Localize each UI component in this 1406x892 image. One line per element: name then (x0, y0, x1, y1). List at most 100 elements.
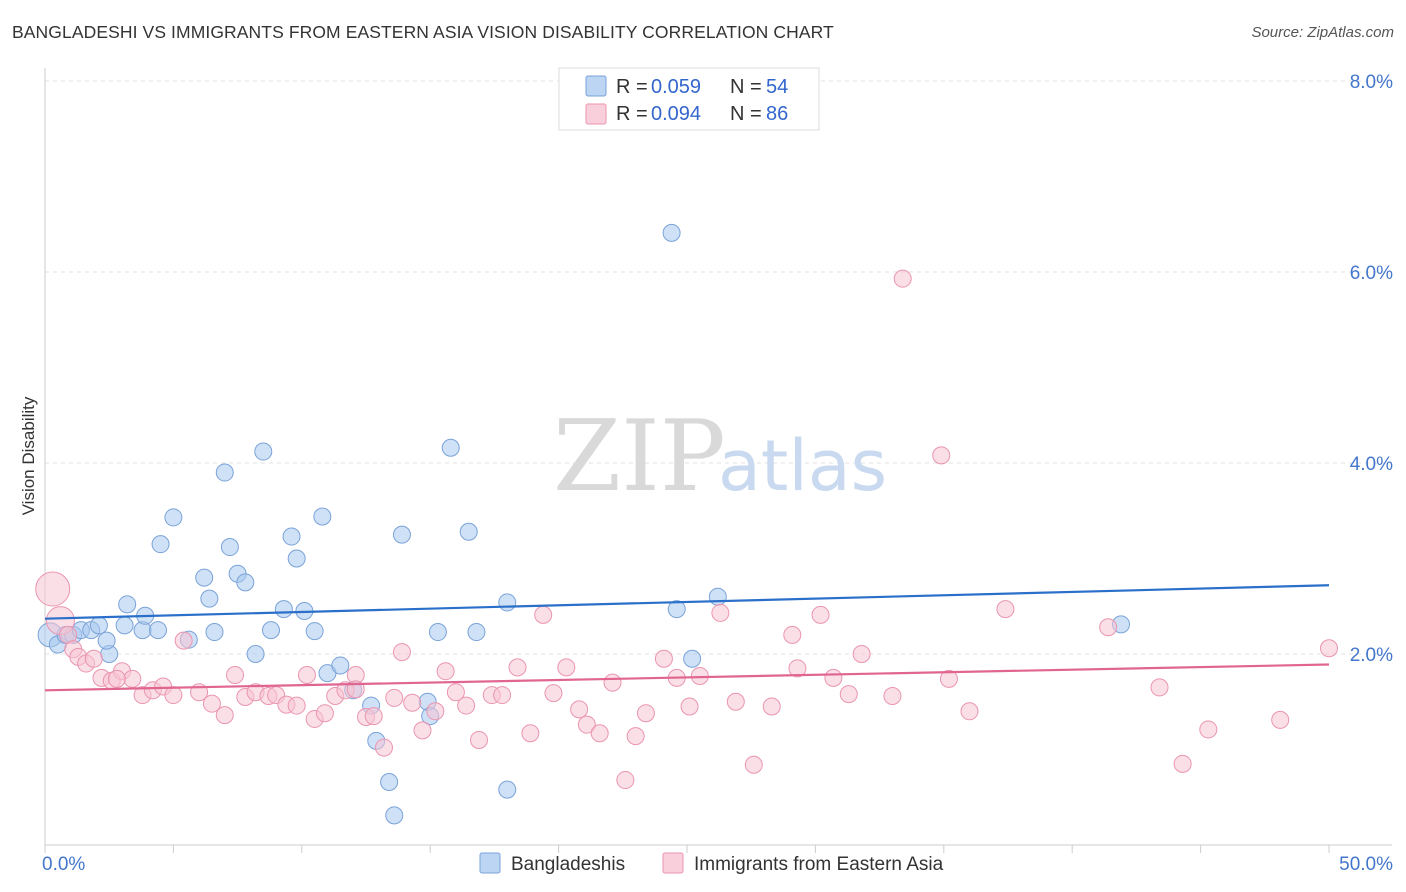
series-0-point-26 (274, 600, 293, 619)
series-1-point-64 (744, 755, 763, 774)
y-axis-title: Vision Disability (19, 396, 38, 515)
series-1-point-75 (939, 669, 958, 688)
series-0-point-20 (220, 538, 239, 557)
series-0-point-38 (385, 806, 404, 825)
chart-title: BANGLADESHI VS IMMIGRANTS FROM EASTERN A… (12, 22, 834, 42)
series-1-point-45 (493, 686, 512, 705)
series-0-point-17 (200, 589, 219, 608)
legend-swatch-eastern-asia (585, 103, 607, 125)
watermark-zip: ZIP (553, 400, 726, 514)
series-1-point-46 (508, 658, 527, 677)
series-0-point-42 (428, 623, 447, 642)
series-0-point-12 (118, 595, 137, 614)
series-1-point-79 (1150, 678, 1169, 697)
series-1-point-48 (534, 605, 553, 624)
series-1-points (35, 269, 1338, 790)
series-1-point-71 (852, 645, 871, 663)
series-0-point-44 (459, 522, 478, 541)
series-1-point-17 (202, 694, 221, 713)
series-1-point-56 (626, 727, 645, 746)
series-1-point-84 (107, 669, 126, 688)
legend-n-label-0: N = (730, 76, 762, 98)
series-1-point-82 (1271, 710, 1290, 729)
source-credit: Source: ZipAtlas.com (1251, 24, 1394, 41)
series-0-point-18 (205, 623, 224, 642)
series-1-point-39 (426, 702, 445, 721)
series-1-point-74 (932, 446, 951, 465)
series-0-point-23 (246, 645, 265, 663)
series-0-point-30 (305, 622, 324, 641)
series-0-point-19 (215, 463, 234, 482)
legend-r-label-1: R = (616, 103, 648, 125)
series-1-point-47 (521, 724, 540, 743)
series-0-trendline (44, 584, 1330, 620)
series-1-point-34 (374, 738, 393, 757)
series-1-point-67 (788, 659, 807, 678)
series-1-point-58 (654, 649, 673, 668)
series-1-point-55 (616, 771, 635, 790)
series-0-point-31 (313, 507, 332, 526)
series-layer (35, 223, 1338, 825)
series-0-point-10 (148, 621, 167, 640)
series-1-point-35 (385, 688, 404, 707)
series-1-point-25 (287, 696, 306, 715)
series-0-point-49 (667, 600, 686, 619)
series-0-point-8 (115, 616, 134, 635)
legend-r-label-0: R = (616, 76, 648, 98)
series-1-point-77 (996, 600, 1015, 619)
y-tick-labels: 2.0% 4.0% 6.0% 8.0% (1350, 72, 1393, 666)
series-0-point-47 (498, 780, 517, 799)
series-1-point-65 (762, 697, 781, 716)
series-0-points (37, 223, 1130, 825)
bottom-legend-swatch-eastern-asia (662, 852, 684, 874)
series-1-point-66 (783, 625, 802, 644)
series-0-point-16 (195, 568, 214, 587)
series-1-point-10 (123, 669, 142, 688)
series-0-point-11 (97, 631, 116, 650)
series-1-point-52 (577, 715, 596, 734)
series-1-point-28 (315, 704, 334, 723)
series-1-point-37 (403, 693, 422, 712)
series-1-point-14 (164, 686, 183, 705)
bottom-legend: Bangladeshis Immigrants from Eastern Asi… (479, 852, 944, 875)
series-1-point-15 (174, 631, 193, 650)
series-1-point-33 (364, 707, 383, 726)
bottom-legend-label-bangladeshis: Bangladeshis (511, 854, 625, 875)
series-1-point-18 (215, 706, 234, 725)
series-0-point-50 (683, 649, 702, 668)
y-tick-label-1: 4.0% (1350, 454, 1393, 475)
series-0-point-46 (498, 593, 517, 612)
series-0-point-33 (331, 656, 350, 675)
series-1-point-0 (35, 571, 71, 607)
series-0-point-6 (89, 616, 108, 635)
series-1-point-80 (1173, 754, 1192, 773)
series-0-point-28 (287, 549, 306, 568)
legend-r-value-0: 0.059 (651, 76, 701, 98)
series-0-point-22 (236, 573, 255, 592)
series-1-point-43 (469, 730, 488, 749)
series-1-point-78 (1099, 618, 1118, 637)
series-1-point-54 (603, 673, 622, 692)
y-tick-label-3: 8.0% (1350, 72, 1393, 93)
watermark-atlas: atlas (718, 425, 887, 507)
x-tick-label-1: 50.0% (1339, 854, 1393, 875)
series-1-trendline (44, 663, 1330, 692)
series-1-point-38 (413, 721, 432, 740)
series-1-point-26 (297, 666, 316, 685)
series-1-point-81 (1199, 720, 1218, 739)
series-0-point-45 (467, 623, 486, 642)
series-1-point-57 (636, 704, 655, 723)
legend-r-value-1: 0.094 (651, 103, 701, 125)
series-0-point-48 (662, 223, 681, 242)
series-1-point-76 (960, 702, 979, 721)
series-0-point-14 (151, 535, 170, 554)
legend: R = 0.059 N = 54 R = 0.094 N = 86 (558, 67, 820, 131)
series-0-point-53 (164, 508, 183, 527)
series-1-point-19 (226, 666, 245, 685)
series-0-point-37 (380, 772, 399, 791)
legend-n-label-1: N = (730, 103, 762, 125)
x-tick-label-0: 0.0% (42, 854, 85, 875)
x-tick-labels: 0.0% 50.0% (42, 854, 1393, 875)
series-1-point-60 (680, 697, 699, 716)
